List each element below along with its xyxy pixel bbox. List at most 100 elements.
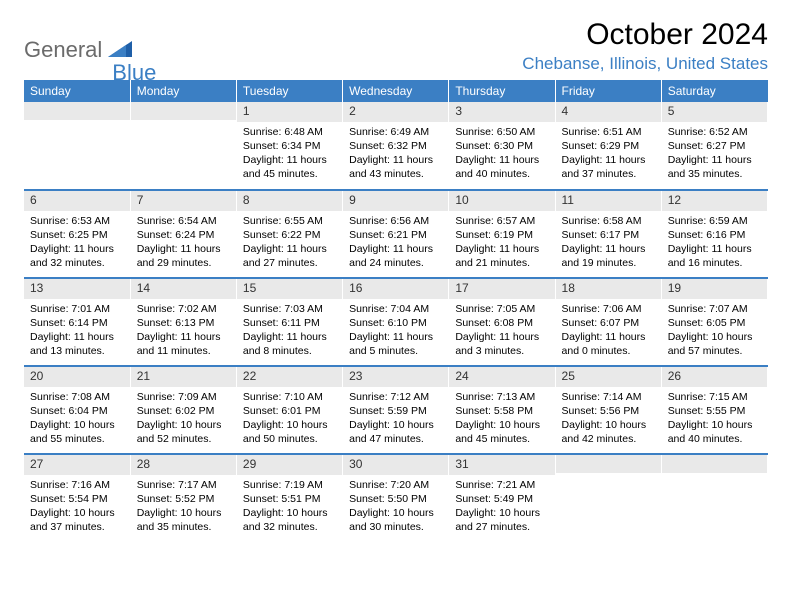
day-cell: 23Sunrise: 7:12 AMSunset: 5:59 PMDayligh… (343, 366, 449, 454)
daylight-text: Daylight: 11 hours and 16 minutes. (668, 242, 761, 270)
logo: General Blue (24, 18, 156, 74)
day-detail: Sunrise: 7:17 AMSunset: 5:52 PMDaylight:… (131, 475, 236, 539)
day-cell: 28Sunrise: 7:17 AMSunset: 5:52 PMDayligh… (130, 454, 236, 542)
sunset-text: Sunset: 6:14 PM (30, 316, 124, 330)
day-cell: 31Sunrise: 7:21 AMSunset: 5:49 PMDayligh… (449, 454, 555, 542)
day-number: 8 (237, 191, 342, 211)
sunrise-text: Sunrise: 6:59 AM (668, 214, 761, 228)
day-cell: 6Sunrise: 6:53 AMSunset: 6:25 PMDaylight… (24, 190, 130, 278)
sunset-text: Sunset: 6:34 PM (243, 139, 336, 153)
sunset-text: Sunset: 5:58 PM (455, 404, 548, 418)
day-number: 25 (556, 367, 661, 387)
sunrise-text: Sunrise: 7:15 AM (668, 390, 761, 404)
sunset-text: Sunset: 6:25 PM (30, 228, 124, 242)
day-cell (24, 102, 130, 190)
day-cell: 21 Sunrise: 7:09 AMSunset: 6:02 PMDayligh… (130, 366, 236, 454)
logo-text-general: General (24, 37, 102, 63)
day-number: 18 (556, 279, 661, 299)
daylight-text: Daylight: 10 hours and 35 minutes. (137, 506, 230, 534)
daylight-text: Daylight: 10 hours and 55 minutes. (30, 418, 124, 446)
sunrise-text: Sunrise: 7:21 AM (455, 478, 548, 492)
day-detail: Sunrise: 6:54 AMSunset: 6:24 PMDaylight:… (131, 211, 236, 275)
day-number: 21 (131, 367, 236, 387)
sunset-text: Sunset: 6:32 PM (349, 139, 442, 153)
sunset-text: Sunset: 5:52 PM (137, 492, 230, 506)
day-detail: Sunrise: 6:53 AMSunset: 6:25 PMDaylight:… (24, 211, 130, 275)
day-detail: Sunrise: 7:06 AMSunset: 6:07 PMDaylight:… (556, 299, 661, 363)
day-number: 7 (131, 191, 236, 211)
day-number: 9 (343, 191, 448, 211)
day-detail: Sunrise: 6:51 AMSunset: 6:29 PMDaylight:… (556, 122, 661, 186)
sunset-text: Sunset: 6:27 PM (668, 139, 761, 153)
day-number: 31 (449, 455, 554, 475)
calendar-table: Sunday Monday Tuesday Wednesday Thursday… (24, 80, 768, 542)
day-number: 11 (556, 191, 661, 211)
sunset-text: Sunset: 6:02 PM (137, 404, 230, 418)
day-number: 26 (662, 367, 767, 387)
sunset-text: Sunset: 6:07 PM (562, 316, 655, 330)
day-number: 27 (24, 455, 130, 475)
sunset-text: Sunset: 5:59 PM (349, 404, 442, 418)
daylight-text: Daylight: 11 hours and 43 minutes. (349, 153, 442, 181)
daylight-text: Daylight: 10 hours and 30 minutes. (349, 506, 442, 534)
day-number: 13 (24, 279, 130, 299)
day-detail: Sunrise: 7:12 AMSunset: 5:59 PMDaylight:… (343, 387, 448, 451)
day-detail: Sunrise: 6:56 AMSunset: 6:21 PMDaylight:… (343, 211, 448, 275)
day-detail: Sunrise: 7:02 AMSunset: 6:13 PMDaylight:… (131, 299, 236, 363)
day-cell: 8Sunrise: 6:55 AMSunset: 6:22 PMDaylight… (236, 190, 342, 278)
day-cell: 22Sunrise: 7:10 AMSunset: 6:01 PMDayligh… (236, 366, 342, 454)
day-detail: Sunrise: 7:01 AMSunset: 6:14 PMDaylight:… (24, 299, 130, 363)
day-number: 1 (237, 102, 342, 122)
day-cell: 11Sunrise: 6:58 AMSunset: 6:17 PMDayligh… (555, 190, 661, 278)
sunrise-text: Sunrise: 6:56 AM (349, 214, 442, 228)
daylight-text: Daylight: 11 hours and 35 minutes. (668, 153, 761, 181)
daylight-text: Daylight: 10 hours and 52 minutes. (137, 418, 230, 446)
daylight-text: Daylight: 10 hours and 50 minutes. (243, 418, 336, 446)
day-number: 28 (131, 455, 236, 475)
day-detail: Sunrise: 7:21 AMSunset: 5:49 PMDaylight:… (449, 475, 554, 539)
daylight-text: Daylight: 11 hours and 27 minutes. (243, 242, 336, 270)
sunrise-text: Sunrise: 6:48 AM (243, 125, 336, 139)
sunrise-text: Sunrise: 7:09 AM (137, 390, 230, 404)
sunrise-text: Sunrise: 6:51 AM (562, 125, 655, 139)
daylight-text: Daylight: 11 hours and 45 minutes. (243, 153, 336, 181)
day-cell (555, 454, 661, 542)
day-cell: 27Sunrise: 7:16 AMSunset: 5:54 PMDayligh… (24, 454, 130, 542)
day-number: 14 (131, 279, 236, 299)
sunrise-text: Sunrise: 7:06 AM (562, 302, 655, 316)
sunrise-text: Sunrise: 7:01 AM (30, 302, 124, 316)
sunset-text: Sunset: 5:50 PM (349, 492, 442, 506)
day-detail: Sunrise: 6:57 AMSunset: 6:19 PMDaylight:… (449, 211, 554, 275)
logo-triangle-icon (108, 39, 132, 62)
daylight-text: Daylight: 10 hours and 27 minutes. (455, 506, 548, 534)
sunset-text: Sunset: 6:17 PM (562, 228, 655, 242)
day-cell: 7Sunrise: 6:54 AMSunset: 6:24 PMDaylight… (130, 190, 236, 278)
day-number: 12 (662, 191, 767, 211)
day-number: 17 (449, 279, 554, 299)
daylight-text: Daylight: 10 hours and 47 minutes. (349, 418, 442, 446)
day-cell: 25Sunrise: 7:14 AMSunset: 5:56 PMDayligh… (555, 366, 661, 454)
sunset-text: Sunset: 5:54 PM (30, 492, 124, 506)
sunset-text: Sunset: 6:08 PM (455, 316, 548, 330)
day-cell: 24Sunrise: 7:13 AMSunset: 5:58 PMDayligh… (449, 366, 555, 454)
day-detail: Sunrise: 7:20 AMSunset: 5:50 PMDaylight:… (343, 475, 448, 539)
day-cell: 1Sunrise: 6:48 AMSunset: 6:34 PMDaylight… (236, 102, 342, 190)
sunrise-text: Sunrise: 6:50 AM (455, 125, 548, 139)
col-saturday: Saturday (661, 80, 767, 102)
day-cell: 26Sunrise: 7:15 AMSunset: 5:55 PMDayligh… (661, 366, 767, 454)
day-detail: Sunrise: 7:15 AMSunset: 5:55 PMDaylight:… (662, 387, 767, 451)
sunset-text: Sunset: 6:04 PM (30, 404, 124, 418)
daylight-text: Daylight: 11 hours and 8 minutes. (243, 330, 336, 358)
sunrise-text: Sunrise: 7:16 AM (30, 478, 124, 492)
sunset-text: Sunset: 6:11 PM (243, 316, 336, 330)
sunset-text: Sunset: 6:19 PM (455, 228, 548, 242)
col-tuesday: Tuesday (236, 80, 342, 102)
day-detail: Sunrise: 6:55 AMSunset: 6:22 PMDaylight:… (237, 211, 342, 275)
day-cell: 3Sunrise: 6:50 AMSunset: 6:30 PMDaylight… (449, 102, 555, 190)
daylight-text: Daylight: 11 hours and 19 minutes. (562, 242, 655, 270)
day-detail: Sunrise: 6:48 AMSunset: 6:34 PMDaylight:… (237, 122, 342, 186)
day-number: 29 (237, 455, 342, 475)
daylight-text: Daylight: 11 hours and 24 minutes. (349, 242, 442, 270)
week-row: 1Sunrise: 6:48 AMSunset: 6:34 PMDaylight… (24, 102, 768, 190)
daylight-text: Daylight: 11 hours and 21 minutes. (455, 242, 548, 270)
